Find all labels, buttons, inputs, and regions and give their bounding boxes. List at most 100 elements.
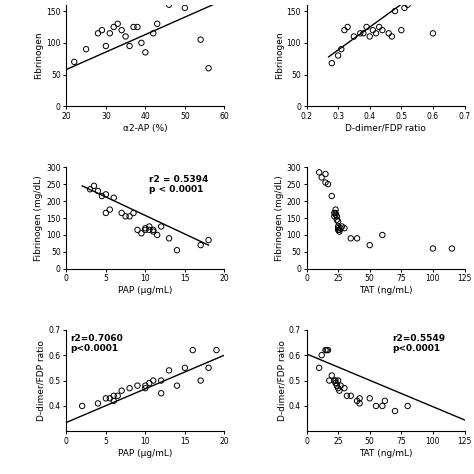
Y-axis label: Fibrinogen: Fibrinogen bbox=[275, 32, 283, 79]
Point bbox=[154, 20, 161, 27]
Point bbox=[341, 384, 348, 392]
Text: r2=0.7060
p<0.0001: r2=0.7060 p<0.0001 bbox=[70, 334, 123, 353]
Point bbox=[106, 29, 114, 37]
Point bbox=[379, 27, 386, 34]
Point bbox=[318, 351, 326, 359]
Point bbox=[142, 382, 149, 390]
Point bbox=[205, 236, 212, 244]
Point bbox=[134, 382, 141, 390]
Point bbox=[90, 182, 98, 190]
Point bbox=[353, 397, 361, 405]
Point bbox=[375, 23, 383, 31]
Point bbox=[333, 216, 341, 224]
Point bbox=[149, 377, 157, 384]
Point bbox=[429, 245, 437, 252]
Point bbox=[318, 173, 326, 181]
Point bbox=[102, 394, 109, 402]
Point bbox=[330, 209, 338, 217]
Point bbox=[146, 379, 153, 387]
Point bbox=[181, 364, 189, 372]
Point bbox=[336, 226, 343, 234]
Point bbox=[336, 228, 343, 236]
Point bbox=[326, 377, 333, 384]
Point bbox=[366, 241, 374, 249]
Point bbox=[134, 226, 141, 234]
Point bbox=[338, 223, 346, 230]
Point bbox=[332, 211, 339, 219]
X-axis label: TAT (ng/mL): TAT (ng/mL) bbox=[359, 286, 412, 295]
Point bbox=[324, 346, 332, 354]
Point bbox=[356, 394, 364, 402]
Point bbox=[71, 58, 78, 66]
X-axis label: TAT (ng/mL): TAT (ng/mL) bbox=[359, 449, 412, 458]
Point bbox=[149, 228, 157, 236]
Point bbox=[333, 212, 341, 220]
Point bbox=[366, 394, 374, 402]
Point bbox=[197, 241, 204, 249]
Point bbox=[102, 191, 109, 198]
Point bbox=[181, 4, 189, 12]
Point bbox=[334, 224, 342, 232]
Point bbox=[173, 382, 181, 390]
Point bbox=[189, 346, 197, 354]
Point bbox=[398, 27, 405, 34]
Point bbox=[363, 23, 370, 31]
Point bbox=[157, 390, 165, 397]
Point bbox=[448, 245, 456, 252]
Point bbox=[324, 181, 332, 188]
Point bbox=[205, 364, 212, 372]
Point bbox=[381, 397, 389, 405]
Point bbox=[137, 39, 145, 46]
Point bbox=[379, 402, 386, 410]
Point bbox=[157, 223, 165, 230]
Point bbox=[385, 29, 392, 37]
Point bbox=[110, 194, 118, 201]
Point bbox=[332, 206, 339, 213]
Point bbox=[344, 23, 351, 31]
Point bbox=[332, 377, 339, 384]
Y-axis label: D-dimer/FDP ratio: D-dimer/FDP ratio bbox=[277, 340, 286, 421]
Y-axis label: D-dimer/FDP ratio: D-dimer/FDP ratio bbox=[37, 340, 46, 421]
Point bbox=[102, 42, 109, 50]
Point bbox=[126, 212, 133, 220]
Point bbox=[130, 23, 137, 31]
Point bbox=[372, 29, 380, 37]
Point bbox=[347, 235, 355, 242]
Point bbox=[98, 27, 106, 34]
Point bbox=[134, 23, 141, 31]
Point bbox=[328, 59, 336, 67]
Point bbox=[102, 209, 109, 217]
Point bbox=[118, 27, 126, 34]
Point bbox=[322, 346, 329, 354]
Point bbox=[213, 346, 220, 354]
Point bbox=[341, 224, 348, 232]
Y-axis label: Fibrinogen: Fibrinogen bbox=[35, 32, 44, 79]
Point bbox=[337, 224, 345, 232]
Point bbox=[157, 377, 165, 384]
Point bbox=[337, 46, 345, 53]
Point bbox=[350, 33, 358, 40]
Point bbox=[173, 246, 181, 254]
Point bbox=[98, 192, 106, 200]
Point bbox=[323, 346, 330, 354]
Point bbox=[330, 212, 338, 220]
Point bbox=[328, 372, 336, 379]
Point bbox=[82, 46, 90, 53]
Point bbox=[106, 206, 114, 213]
Text: r2=0.5549
p<0.0001: r2=0.5549 p<0.0001 bbox=[392, 334, 446, 353]
Point bbox=[366, 33, 374, 40]
Point bbox=[197, 377, 204, 384]
Point bbox=[334, 377, 342, 384]
Point bbox=[126, 384, 133, 392]
Point bbox=[114, 392, 121, 400]
X-axis label: D-dimer/FDP ratio: D-dimer/FDP ratio bbox=[345, 124, 426, 133]
Point bbox=[404, 402, 411, 410]
Point bbox=[315, 364, 323, 372]
Point bbox=[106, 394, 114, 402]
Point bbox=[86, 185, 94, 193]
Point bbox=[334, 226, 342, 234]
Point bbox=[322, 170, 329, 178]
Point bbox=[197, 36, 204, 44]
Point bbox=[110, 397, 118, 405]
Point bbox=[391, 7, 399, 15]
